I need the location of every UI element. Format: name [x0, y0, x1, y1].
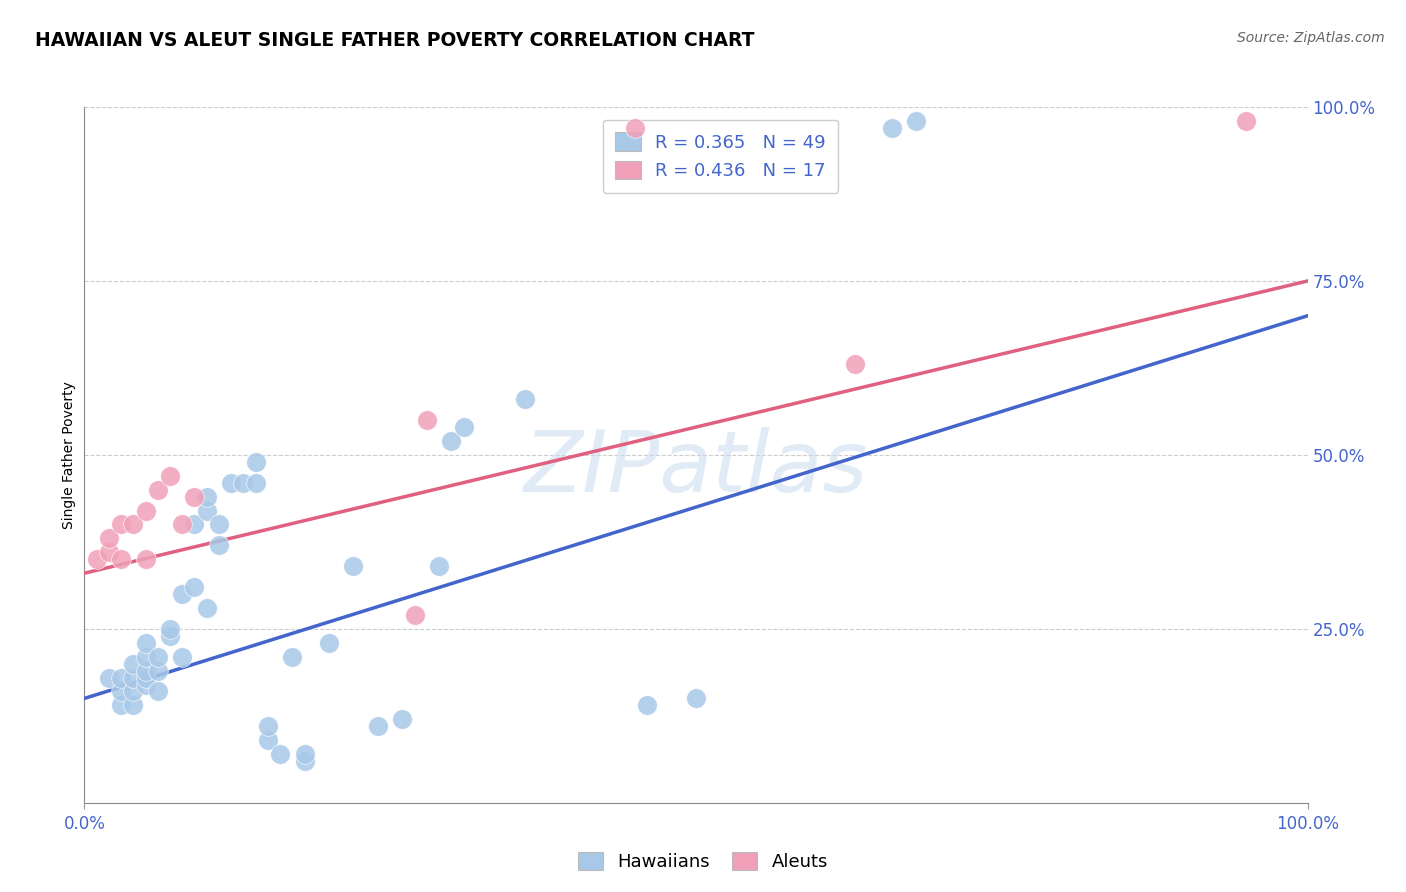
Point — [513, 392, 536, 407]
Point — [172, 649, 194, 664]
Point — [110, 671, 132, 685]
Point — [367, 719, 389, 733]
Point — [232, 475, 254, 490]
Point — [135, 636, 157, 650]
Point — [440, 434, 463, 448]
Text: Source: ZipAtlas.com: Source: ZipAtlas.com — [1237, 31, 1385, 45]
Point — [97, 545, 120, 559]
Point — [122, 684, 145, 698]
Point — [195, 503, 218, 517]
Text: HAWAIIAN VS ALEUT SINGLE FATHER POVERTY CORRELATION CHART: HAWAIIAN VS ALEUT SINGLE FATHER POVERTY … — [35, 31, 755, 50]
Point — [135, 552, 157, 566]
Point — [122, 698, 145, 713]
Point — [195, 601, 218, 615]
Y-axis label: Single Father Poverty: Single Father Poverty — [62, 381, 76, 529]
Point — [172, 517, 194, 532]
Legend: Hawaiians, Aleuts: Hawaiians, Aleuts — [571, 845, 835, 879]
Point — [135, 664, 157, 678]
Point — [404, 607, 426, 622]
Point — [257, 733, 280, 747]
Point — [416, 413, 439, 427]
Point — [146, 664, 169, 678]
Point — [844, 358, 866, 372]
Point — [880, 120, 903, 135]
Point — [905, 114, 928, 128]
Point — [97, 671, 120, 685]
Point — [110, 684, 132, 698]
Point — [183, 580, 205, 594]
Point — [624, 120, 647, 135]
Point — [427, 559, 450, 574]
Point — [146, 649, 169, 664]
Point — [110, 552, 132, 566]
Point — [135, 649, 157, 664]
Point — [453, 420, 475, 434]
Point — [97, 532, 120, 546]
Point — [245, 455, 267, 469]
Point — [159, 622, 181, 636]
Point — [135, 677, 157, 691]
Point — [122, 671, 145, 685]
Point — [122, 657, 145, 671]
Point — [146, 684, 169, 698]
Point — [391, 712, 413, 726]
Point — [146, 483, 169, 497]
Point — [110, 517, 132, 532]
Point — [294, 747, 316, 761]
Point — [281, 649, 304, 664]
Point — [208, 538, 231, 552]
Point — [110, 698, 132, 713]
Point — [195, 490, 218, 504]
Point — [172, 587, 194, 601]
Point — [636, 698, 658, 713]
Point — [685, 691, 707, 706]
Point — [294, 754, 316, 768]
Point — [183, 490, 205, 504]
Point — [86, 552, 108, 566]
Text: ZIPatlas: ZIPatlas — [524, 427, 868, 510]
Point — [1234, 114, 1257, 128]
Point — [135, 671, 157, 685]
Legend: R = 0.365   N = 49, R = 0.436   N = 17: R = 0.365 N = 49, R = 0.436 N = 17 — [603, 120, 838, 193]
Point — [342, 559, 364, 574]
Point — [269, 747, 291, 761]
Point — [245, 475, 267, 490]
Point — [183, 517, 205, 532]
Point — [135, 503, 157, 517]
Point — [122, 517, 145, 532]
Point — [318, 636, 340, 650]
Point — [257, 719, 280, 733]
Point — [159, 629, 181, 643]
Point — [208, 517, 231, 532]
Point — [159, 468, 181, 483]
Point — [219, 475, 242, 490]
